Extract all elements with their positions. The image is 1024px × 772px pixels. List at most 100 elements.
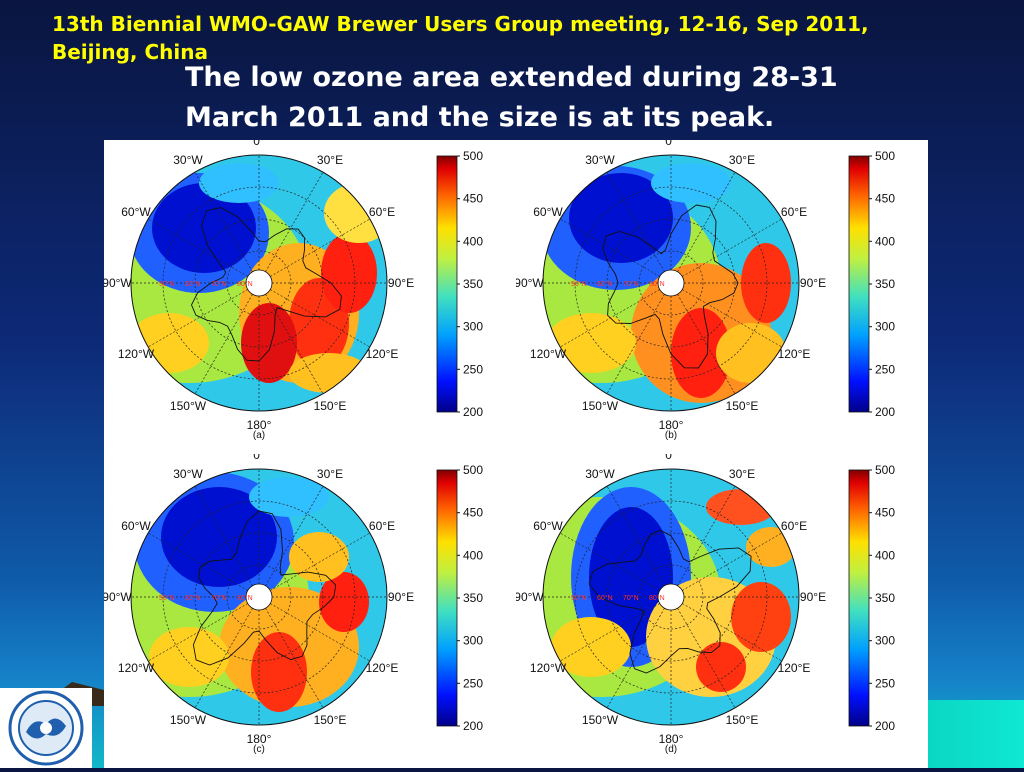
meridian-line bbox=[265, 608, 324, 709]
ozone-region bbox=[321, 233, 377, 313]
meridian-line bbox=[606, 485, 665, 586]
lat-label: 50°N bbox=[159, 594, 175, 602]
lat-label: 60°N bbox=[597, 594, 613, 602]
latitude-ring bbox=[638, 250, 704, 316]
ozone-map-panel-a: 0° 30°E 30°W 60°E 60°W 90°E 90°W 120°E 120°W 150°… bbox=[102, 134, 516, 454]
meridian-line bbox=[270, 603, 371, 662]
lon-label-150w: 150°W bbox=[170, 399, 207, 413]
meridian-line bbox=[265, 485, 324, 586]
meridian-line bbox=[265, 171, 324, 272]
panel-caption: (c) bbox=[253, 744, 265, 755]
lon-label-30w: 30°W bbox=[173, 153, 203, 167]
slide-title: The low ozone area extended during 28-31… bbox=[185, 58, 985, 138]
lon-label-150w: 150°W bbox=[582, 399, 619, 413]
colorbar-tick-label: 450 bbox=[875, 506, 895, 520]
lon-label-0: 0° bbox=[665, 140, 677, 148]
lat-label: 80°N bbox=[237, 280, 253, 288]
ozone-region bbox=[131, 313, 209, 373]
longitude-labels: 0° 30°E 30°W 60°E 60°W 90°E 90°W 120°E 120°W 150°… bbox=[102, 134, 414, 432]
colorbar-tick-label: 400 bbox=[875, 548, 895, 562]
lon-label-180: 180° bbox=[247, 732, 272, 746]
colorbar-tick-label: 350 bbox=[463, 591, 483, 605]
lon-label-90e: 90°E bbox=[388, 276, 414, 290]
lon-label-60e: 60°E bbox=[781, 519, 807, 533]
colorbar-tick-label: 250 bbox=[875, 362, 895, 376]
longitude-labels: 0° 30°E 30°W 60°E 60°W 90°E 90°W 120°E 120°W 150°… bbox=[102, 448, 414, 746]
lon-label-150w: 150°W bbox=[170, 713, 207, 727]
meridian-line bbox=[682, 603, 783, 662]
colorbar-ticks: 500 450 400 350 300 250 200 bbox=[457, 463, 483, 733]
lon-label-60e: 60°E bbox=[369, 519, 395, 533]
latitude-ring bbox=[574, 186, 768, 380]
lon-label-120e: 120°E bbox=[366, 661, 399, 675]
polar-ozone-map: 0° 30°E 30°W 60°E 60°W 90°E 90°W 120°E 120°W 150°… bbox=[514, 448, 895, 755]
meridian-line bbox=[677, 294, 736, 395]
colorbar-tick-label: 200 bbox=[875, 719, 895, 733]
colorbar-tick-label: 500 bbox=[875, 149, 895, 163]
colorbar-tick-label: 300 bbox=[463, 320, 483, 334]
slide-title-line2: March 2011 and the size is at its peak. bbox=[185, 102, 775, 133]
colorbar-tick-label: 350 bbox=[875, 591, 895, 605]
longitude-labels: 0° 30°E 30°W 60°E 60°W 90°E 90°W 120°E 120°W 150°… bbox=[514, 134, 826, 432]
colorbar-tick-label: 300 bbox=[875, 320, 895, 334]
colorbar-ticks: 500 450 400 350 300 250 200 bbox=[869, 149, 895, 419]
colorbar-ticks: 500 450 400 350 300 250 200 bbox=[869, 463, 895, 733]
lon-label-150e: 150°E bbox=[314, 713, 347, 727]
lat-label: 80°N bbox=[237, 594, 253, 602]
lon-label-120w: 120°W bbox=[118, 347, 155, 361]
latitude-ring bbox=[574, 500, 768, 694]
lon-label-120e: 120°E bbox=[778, 347, 811, 361]
lat-label: 60°N bbox=[597, 280, 613, 288]
polar-disc bbox=[542, 154, 800, 412]
lon-label-150e: 150°E bbox=[726, 713, 759, 727]
colorbar-tick-label: 250 bbox=[875, 676, 895, 690]
lon-label-60w: 60°W bbox=[121, 519, 151, 533]
lon-label-60w: 60°W bbox=[533, 519, 563, 533]
lon-label-90w: 90°W bbox=[104, 590, 132, 604]
lon-label-150e: 150°E bbox=[726, 399, 759, 413]
latitude-ring bbox=[606, 532, 736, 662]
meridian-line bbox=[677, 485, 736, 586]
lon-label-120w: 120°W bbox=[530, 661, 567, 675]
lon-label-90w: 90°W bbox=[516, 276, 544, 290]
lon-label-0: 0° bbox=[665, 454, 677, 462]
polar-ozone-map: 0° 30°E 30°W 60°E 60°W 90°E 90°W 120°E 120°W 150°… bbox=[102, 134, 483, 441]
lat-label: 70°N bbox=[623, 280, 639, 288]
ozone-map-panel-c: 0° 30°E 30°W 60°E 60°W 90°E 90°W 120°E 120°W 150°… bbox=[102, 448, 516, 768]
lat-label: 70°N bbox=[623, 594, 639, 602]
latitude-ring bbox=[226, 564, 292, 630]
latitude-labels: 50°N 60°N 70°N 80°N bbox=[159, 594, 253, 602]
lat-label: 60°N bbox=[185, 594, 201, 602]
lat-label: 70°N bbox=[211, 594, 227, 602]
ozone-region bbox=[651, 163, 731, 203]
ozone-region bbox=[249, 477, 329, 517]
polar-ozone-map: 0° 30°E 30°W 60°E 60°W 90°E 90°W 120°E 120°W 150°… bbox=[102, 448, 483, 755]
ozone-region bbox=[241, 303, 297, 383]
cma-logo bbox=[0, 688, 92, 768]
colorbar-tick-label: 200 bbox=[463, 405, 483, 419]
colorbar-tick-label: 200 bbox=[875, 405, 895, 419]
latitude-ring bbox=[162, 186, 356, 380]
meridian-line bbox=[606, 171, 665, 272]
meridian-line bbox=[147, 532, 248, 591]
lat-label: 50°N bbox=[571, 280, 587, 288]
lon-label-90w: 90°W bbox=[104, 276, 132, 290]
colorbar-tick-label: 250 bbox=[463, 362, 483, 376]
meridian-line bbox=[270, 218, 371, 277]
ozone-maps-figure: 0° 30°E 30°W 60°E 60°W 90°E 90°W 120°E 120°W 150°… bbox=[102, 134, 928, 768]
meridian-line bbox=[677, 171, 736, 272]
meridian-line bbox=[682, 218, 783, 277]
meridian-line bbox=[270, 289, 371, 348]
lon-label-120w: 120°W bbox=[118, 661, 155, 675]
colorbar-tick-label: 300 bbox=[463, 634, 483, 648]
meridian-line bbox=[559, 532, 660, 591]
colorbar-tick-label: 250 bbox=[463, 676, 483, 690]
ozone-region bbox=[199, 163, 279, 203]
lat-label: 50°N bbox=[159, 280, 175, 288]
panel-caption: (d) bbox=[665, 744, 677, 755]
latitude-ring bbox=[638, 564, 704, 630]
ozone-region bbox=[671, 308, 731, 398]
ozone-region bbox=[706, 489, 776, 525]
meeting-header-line1: 13th Biennial WMO-GAW Brewer Users Group… bbox=[52, 12, 869, 36]
lon-label-30w: 30°W bbox=[173, 467, 203, 481]
